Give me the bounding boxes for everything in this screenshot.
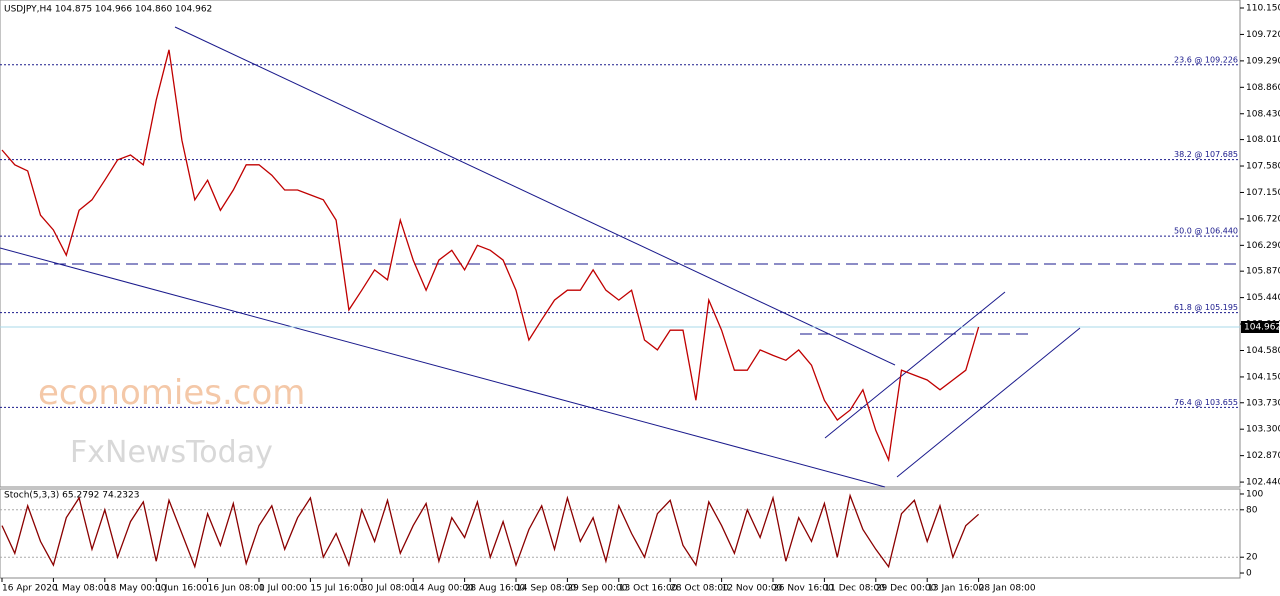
y-tick-label: 0 [1246, 569, 1252, 579]
x-tick-label: 1 Jun 16:00 [156, 584, 208, 594]
x-tick-label: 18 May 00:00 [105, 584, 167, 594]
x-tick-label: 1 May 08:00 [53, 584, 109, 594]
x-tick-label: 14 Aug 00:00 [413, 584, 474, 594]
x-tick-label: 15 Jul 16:00 [310, 584, 364, 594]
y-tick-label: 106.720 [1246, 214, 1280, 224]
price-line [1, 493, 980, 569]
drawings [0, 26, 1240, 488]
chart-title: USDJPY,H4 104.875 104.966 104.860 104.96… [4, 5, 212, 15]
y-tick-label: 104.150 [1246, 372, 1280, 382]
fib-label: 50.0 @ 106.440 [1174, 227, 1238, 236]
y-tick-label: 108.010 [1246, 135, 1280, 145]
x-tick-label: 28 Aug 16:00 [465, 584, 526, 594]
channel-line [896, 327, 1081, 478]
y-tick-label: 103.300 [1246, 425, 1280, 435]
y-tick-label: 102.870 [1246, 451, 1280, 461]
x-tick-label: 13 Oct 16:00 [619, 584, 678, 594]
y-tick-label: 107.580 [1246, 162, 1280, 172]
y-tick-label: 103.730 [1246, 398, 1280, 408]
channel-line [824, 291, 1006, 439]
x-tick-label: 28 Jan 08:00 [979, 584, 1036, 594]
stoch-panel [0, 488, 1241, 579]
stoch-title: Stoch(5,3,3) 65.2792 74.2323 [4, 491, 139, 501]
y-tick-label: 102.440 [1246, 478, 1280, 488]
x-tick-label: 16 Apr 2020 [2, 584, 58, 594]
trend-line [0, 247, 886, 488]
y-tick-label: 108.860 [1246, 83, 1280, 93]
fib-label: 61.8 @ 105.195 [1174, 303, 1238, 312]
y-tick-label: 109.290 [1246, 56, 1280, 66]
x-tick-label: 28 Oct 08:00 [670, 584, 729, 594]
x-tick-label: 1 Jul 00:00 [259, 584, 308, 594]
y-tick-label: 105.440 [1246, 293, 1280, 303]
y-tick-label: 109.720 [1246, 30, 1280, 40]
x-tick-label: 29 Dec 00:00 [876, 584, 937, 594]
last-price-label: 104.962 [1244, 323, 1280, 333]
fib-label: 38.2 @ 107.685 [1174, 150, 1238, 159]
y-tick-label: 100 [1246, 489, 1263, 499]
y-tick-label: 110.150 [1246, 3, 1280, 13]
y-tick-label: 104.580 [1246, 346, 1280, 356]
fib-label: 23.6 @ 109.226 [1174, 55, 1238, 64]
fib-label: 76.4 @ 103.655 [1174, 398, 1238, 407]
x-tick-label: 13 Jan 16:00 [927, 584, 984, 594]
x-tick-label: 16 Jun 08:00 [208, 584, 265, 594]
y-tick-label: 105.870 [1246, 267, 1280, 277]
watermark: economies.com [38, 373, 305, 413]
y-tick-label: 107.150 [1246, 188, 1280, 198]
y-tick-label: 80 [1246, 505, 1258, 515]
last-price-box [1241, 321, 1279, 334]
price-line [1, 49, 980, 463]
y-tick-label: 108.430 [1246, 109, 1280, 119]
y-tick-label: 20 [1246, 553, 1258, 563]
trend-line [174, 26, 896, 366]
x-tick-label: 30 Jul 08:00 [362, 584, 416, 594]
x-tick-label: 14 Sep 08:00 [516, 584, 576, 594]
x-tick-label: 12 Nov 00:00 [722, 584, 783, 594]
main-panel [0, 0, 1241, 488]
watermark: FxNewsToday [70, 435, 273, 470]
x-tick-label: 29 Sep 00:00 [567, 584, 627, 594]
y-tick-label: 106.290 [1246, 241, 1280, 251]
x-tick-label: 11 Dec 08:00 [824, 584, 885, 594]
x-tick-label: 26 Nov 16:00 [773, 584, 834, 594]
